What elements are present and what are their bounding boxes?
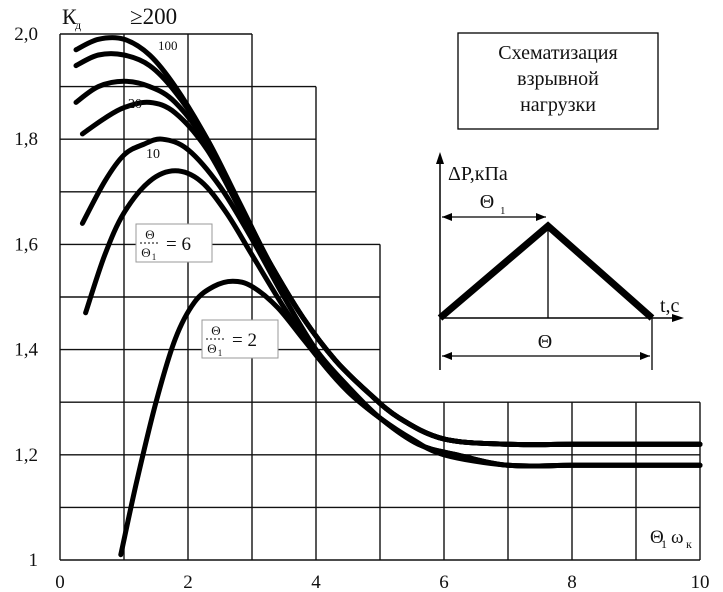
inset-y-arrow — [436, 152, 444, 164]
x-tick-label: 2 — [183, 572, 193, 592]
fraction-rhs: = 2 — [232, 330, 257, 351]
fraction-denominator: Θ — [207, 341, 216, 356]
inset-theta-arrow-r — [640, 352, 650, 360]
y-tick-label: 2,0 — [14, 24, 38, 45]
fraction-rhs: = 6 — [166, 234, 191, 255]
x-tick-label: 4 — [311, 572, 321, 592]
schema-title-box — [457, 32, 659, 130]
x-tick-label: 10 — [691, 572, 710, 592]
fraction-denominator-subscript: 1 — [218, 348, 223, 358]
inset-x-arrow — [672, 314, 684, 322]
series-line-2 — [73, 78, 703, 448]
fraction-numerator: Θ — [145, 227, 154, 242]
fraction-denominator-subscript: 1 — [152, 252, 157, 262]
inset-y-label: ΔP,кПа — [448, 163, 508, 185]
series-line-4 — [79, 136, 703, 469]
inset-theta1-subscript: 1 — [500, 205, 506, 217]
tick-labels: 0 2 4 6 8 10 1 1,2 1,4 1,6 1,8 2,0 — [14, 24, 709, 592]
y-tick-label: 1,2 — [14, 445, 38, 466]
y-tick-label: 1,6 — [14, 234, 38, 255]
y-axis-label-subscript: д — [75, 18, 81, 32]
x-axis-label: Θ — [650, 527, 664, 548]
series-label-20: 20 — [128, 97, 142, 112]
schema-title-line: взрывной — [517, 68, 599, 90]
inset-load-triangle — [437, 221, 655, 321]
grid — [59, 33, 701, 561]
inset-theta1-label: Θ — [480, 191, 494, 213]
series-line-6 — [118, 278, 703, 558]
series-label-100: 100 — [158, 38, 178, 53]
x-tick-label: 8 — [567, 572, 577, 592]
inset-theta1-arrow-l — [442, 213, 452, 221]
inset-theta1-arrow-r — [536, 213, 546, 221]
inset-x-label: t,c — [660, 295, 680, 317]
inset-theta-label: Θ — [538, 331, 552, 353]
y-axis-label: К — [62, 4, 77, 29]
schema-title-line: нагрузки — [520, 94, 596, 116]
x-axis-label: ω — [671, 527, 684, 548]
fraction-denominator: Θ — [141, 245, 150, 260]
curves — [73, 35, 703, 558]
series-line-3 — [79, 99, 703, 448]
x-axis-label-subscript: к — [686, 537, 692, 551]
x-tick-label: 6 — [439, 572, 449, 592]
series-label-10: 10 — [146, 147, 160, 162]
fraction-label-two: ΘΘ 1= 2 — [201, 319, 279, 359]
schema-title-line: Схематизация — [498, 42, 617, 64]
fraction-numerator: Θ — [211, 323, 220, 338]
series-label-200: ≥200 — [130, 4, 177, 29]
y-tick-label: 1,4 — [14, 340, 38, 361]
y-tick-label: 1 — [29, 550, 39, 571]
inset-theta-arrow-l — [442, 352, 452, 360]
x-axis-label-subscript: 1 — [661, 537, 667, 551]
y-tick-label: 1,8 — [14, 129, 38, 150]
x-tick-label: 0 — [55, 572, 65, 592]
fraction-label-six: ΘΘ 1= 6 — [135, 223, 213, 263]
